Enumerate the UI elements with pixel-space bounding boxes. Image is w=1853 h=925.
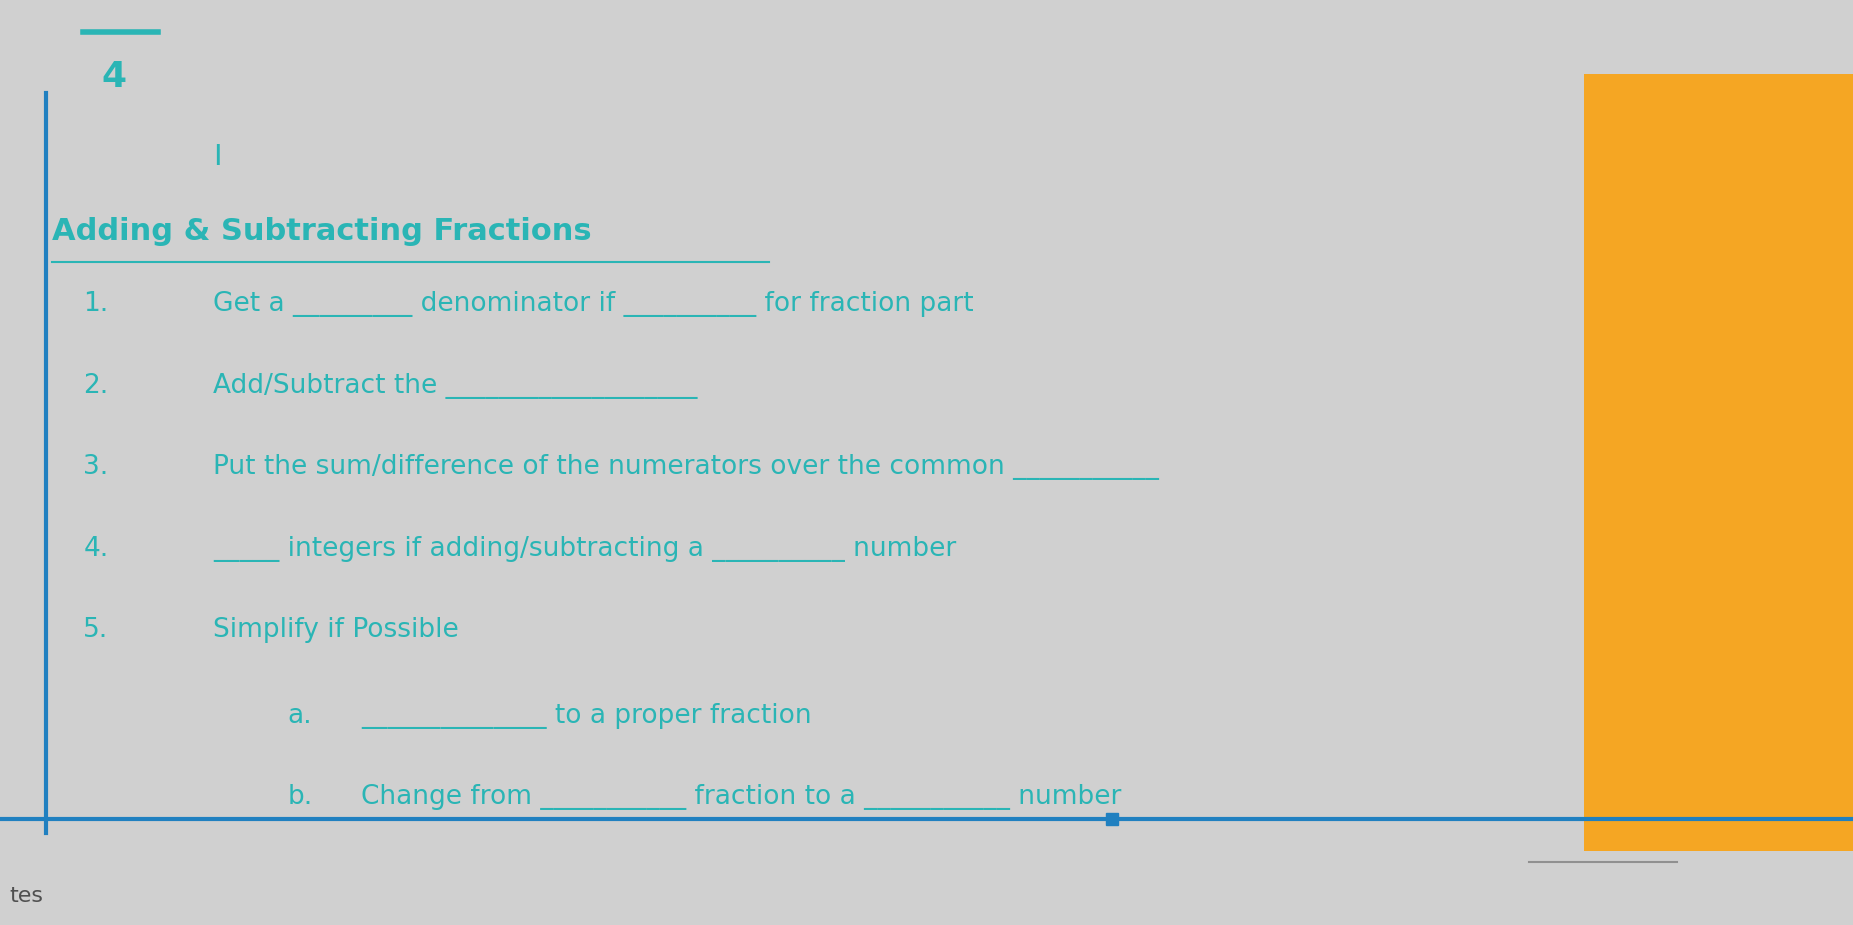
Text: tes: tes xyxy=(9,886,43,906)
Text: Simplify if Possible: Simplify if Possible xyxy=(213,617,460,643)
Text: 1.: 1. xyxy=(83,291,109,317)
Text: Add/Subtract the ___________________: Add/Subtract the ___________________ xyxy=(213,373,697,399)
Bar xyxy=(1584,74,1853,851)
Text: I: I xyxy=(213,143,222,171)
Text: 3.: 3. xyxy=(83,454,109,480)
Text: Change from ___________ fraction to a ___________ number: Change from ___________ fraction to a __… xyxy=(361,784,1121,810)
Text: Put the sum/difference of the numerators over the common ___________: Put the sum/difference of the numerators… xyxy=(213,454,1158,480)
Text: Get a _________ denominator if __________ for fraction part: Get a _________ denominator if _________… xyxy=(213,291,973,317)
Text: ______________ to a proper fraction: ______________ to a proper fraction xyxy=(361,703,812,729)
Text: 4.: 4. xyxy=(83,536,109,561)
Text: _____ integers if adding/subtracting a __________ number: _____ integers if adding/subtracting a _… xyxy=(213,536,956,561)
Text: a.: a. xyxy=(287,703,311,729)
Text: 2.: 2. xyxy=(83,373,109,399)
Text: b.: b. xyxy=(287,784,313,810)
Text: 4: 4 xyxy=(102,60,128,94)
Text: 5.: 5. xyxy=(83,617,109,643)
Text: Adding & Subtracting Fractions: Adding & Subtracting Fractions xyxy=(52,217,591,246)
